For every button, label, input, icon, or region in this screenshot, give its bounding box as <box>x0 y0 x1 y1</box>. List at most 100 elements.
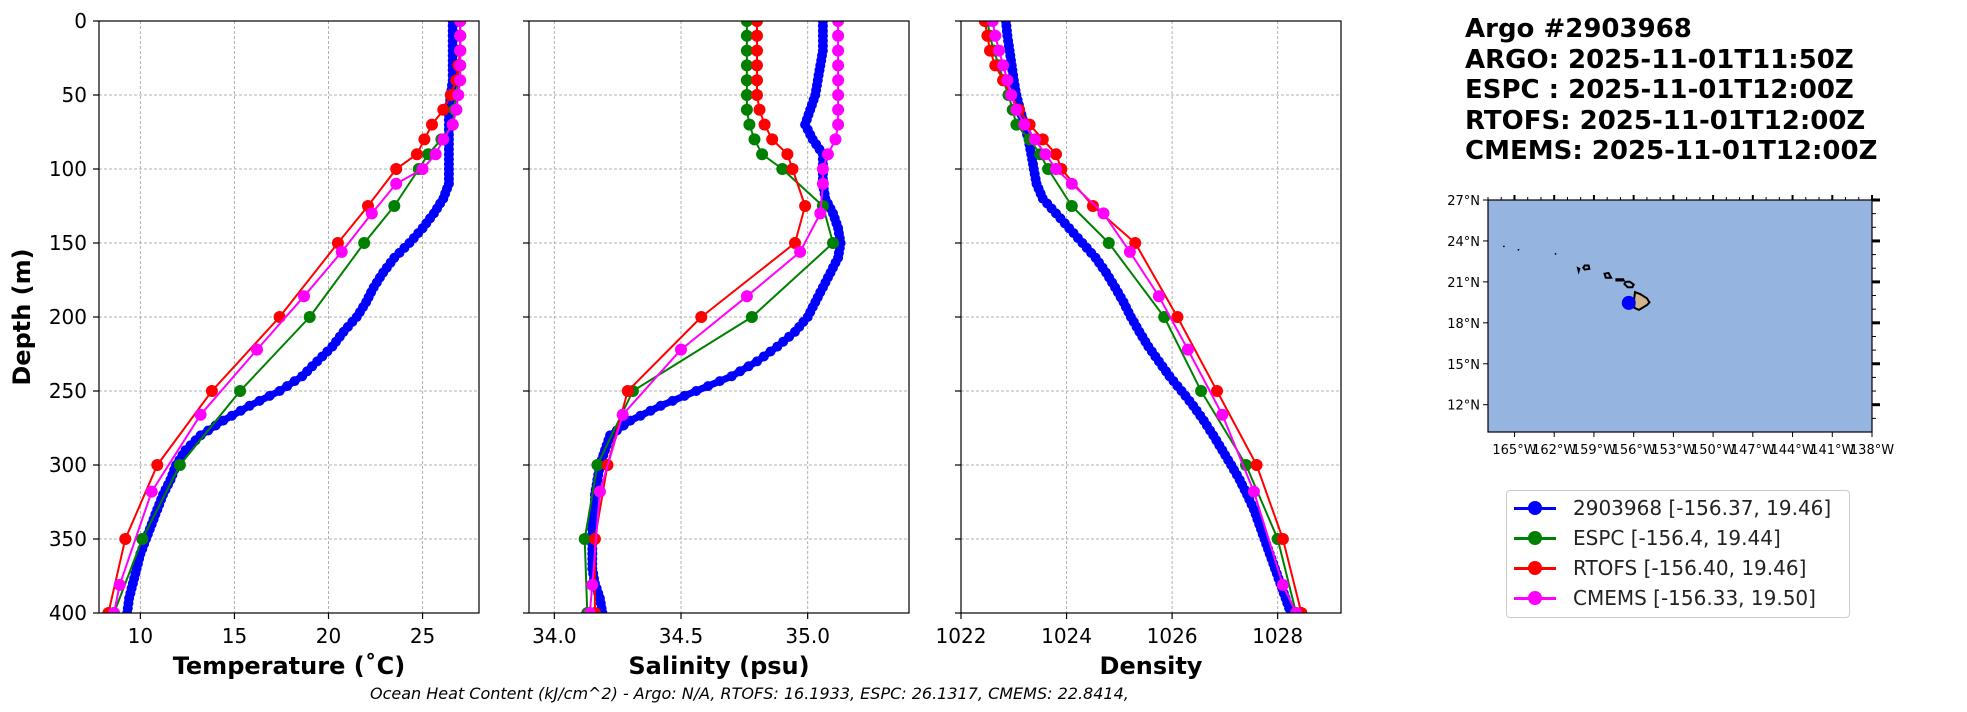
data-point-rtofs <box>789 237 801 249</box>
data-point-cmems <box>832 74 845 87</box>
map-island-maui <box>1623 280 1635 289</box>
data-point-espc <box>740 29 753 42</box>
y-tick-label: 50 <box>62 83 87 107</box>
data-point-cmems <box>816 177 829 190</box>
legend-marker-cmems <box>1528 591 1542 605</box>
map-y-tick-label: 24°N <box>1447 235 1480 250</box>
data-point-espc <box>578 533 591 545</box>
data-point-argo <box>655 400 666 411</box>
map-island-kauai <box>1582 264 1591 271</box>
map-x-tick-label: 147°W <box>1731 443 1775 458</box>
x-axis-label-1: Salinity (psu) <box>628 652 809 680</box>
data-point-rtofs <box>984 44 996 57</box>
map-x-tick-label: 165°W <box>1492 443 1536 458</box>
data-point-rtofs <box>205 385 218 397</box>
data-point-rtofs <box>410 148 423 161</box>
data-point-cmems <box>1181 343 1194 356</box>
map-x-tick-label: 156°W <box>1612 443 1656 458</box>
y-tick-label: 250 <box>49 379 87 403</box>
data-point-espc <box>1158 311 1171 323</box>
data-point-cmems <box>821 148 834 161</box>
data-point-espc <box>1195 385 1208 397</box>
x-tick-label: 1028 <box>1252 624 1303 648</box>
data-point-cmems <box>416 163 429 175</box>
data-point-rtofs <box>751 44 763 57</box>
x-tick-label: 15 <box>222 624 247 648</box>
data-point-argo <box>714 376 725 387</box>
legend-marker-rtofs <box>1528 561 1542 575</box>
data-point-cmems <box>194 408 207 421</box>
data-point-rtofs <box>418 133 431 146</box>
y-tick-label: 0 <box>74 9 87 33</box>
data-point-cmems <box>454 21 467 27</box>
data-point-espc <box>303 311 316 323</box>
data-point-cmems <box>452 89 465 101</box>
data-point-cmems <box>829 133 842 146</box>
data-point-argo <box>122 608 133 613</box>
legend: 2903968 [-156.37, 19.46] ESPC [-156.4, 1… <box>1506 490 1850 618</box>
data-point-argo <box>703 381 713 392</box>
map-x-tick-label: 144°W <box>1770 443 1814 458</box>
data-point-rtofs <box>781 148 794 161</box>
legend-label-rtofs: RTOFS [-156.40, 19.46] <box>1573 556 1807 580</box>
data-point-cmems <box>437 133 450 146</box>
data-point-cmems <box>450 103 463 116</box>
map-ocean <box>1487 199 1873 433</box>
data-point-espc <box>358 237 371 249</box>
map-y-tick-label: 18°N <box>1447 317 1480 332</box>
data-point-cmems <box>832 44 845 57</box>
data-point-cmems <box>1216 408 1229 421</box>
rtofs-time-line: RTOFS: 2025-11-01T12:00Z <box>1465 105 1866 136</box>
data-point-cmems <box>454 29 467 42</box>
data-point-rtofs <box>390 163 403 175</box>
data-point-cmems <box>583 607 596 613</box>
x-tick-label: 1022 <box>936 624 987 648</box>
data-point-espc <box>1240 459 1252 471</box>
data-point-cmems <box>454 44 467 57</box>
panel-0-series <box>102 21 467 613</box>
data-point-rtofs <box>1276 533 1289 545</box>
data-point-argo <box>274 386 285 396</box>
data-point-argo <box>254 395 265 406</box>
y-axis-label: Depth (m) <box>8 248 36 385</box>
data-point-argo <box>282 381 293 392</box>
data-point-argo <box>735 366 746 377</box>
data-point-argo <box>667 395 678 406</box>
data-point-argo <box>752 356 762 367</box>
x-tick-label: 20 <box>316 624 341 648</box>
data-point-cmems <box>832 118 845 131</box>
data-point-espc <box>743 118 756 131</box>
data-point-argo <box>297 371 308 382</box>
data-point-cmems <box>390 177 403 190</box>
data-point-argo <box>691 386 702 396</box>
x-tick-label: 34.5 <box>659 624 704 648</box>
x-axis-label-0: Temperature (˚C) <box>173 652 406 680</box>
y-tick-label: 200 <box>49 305 87 329</box>
map-islet <box>1502 245 1505 248</box>
data-point-cmems <box>1010 103 1023 116</box>
legend-marker-argo <box>1528 501 1542 515</box>
cmems-time-line: CMEMS: 2025-11-01T12:00Z <box>1465 136 1878 166</box>
data-point-cmems <box>446 118 459 131</box>
data-point-espc <box>740 74 753 87</box>
x-tick-label: 25 <box>410 624 435 648</box>
data-point-rtofs <box>799 200 812 212</box>
y-tick-label: 400 <box>49 601 87 625</box>
map-islet <box>1517 248 1520 251</box>
data-point-cmems <box>675 343 687 356</box>
y-tick-label: 150 <box>49 231 87 255</box>
panel-1-series <box>578 21 846 613</box>
data-point-espc <box>173 459 186 471</box>
data-point-cmems <box>832 29 845 42</box>
map-island-oahu <box>1603 271 1613 279</box>
map-x-tick-label: 150°W <box>1691 443 1735 458</box>
argo-time-line: ARGO: 2025-11-01T11:50Z <box>1465 44 1854 75</box>
legend-label-cmems: CMEMS [-156.33, 19.50] <box>1573 586 1816 610</box>
data-point-cmems <box>814 207 827 220</box>
data-point-cmems <box>997 59 1010 72</box>
data-point-cmems <box>454 74 467 87</box>
data-point-cmems <box>832 59 845 72</box>
data-point-espc <box>234 385 247 397</box>
data-point-rtofs <box>437 103 450 116</box>
x-tick-label: 1024 <box>1041 624 1092 648</box>
